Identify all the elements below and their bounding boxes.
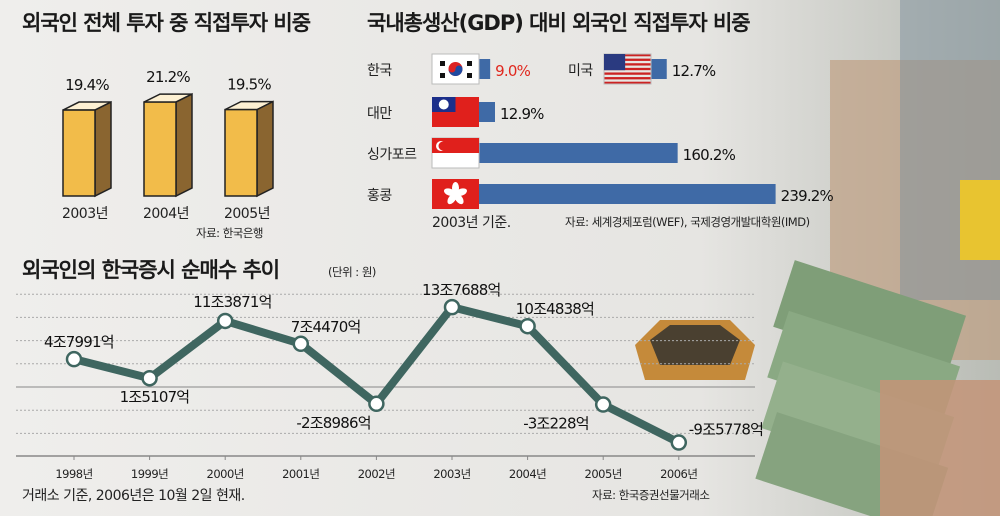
bar-front: [143, 101, 177, 197]
trigram: [467, 61, 472, 66]
stripe: [604, 72, 651, 75]
bar-2: [224, 100, 274, 198]
bar-value-label: 9.0%: [495, 62, 530, 80]
data-label: 11조3871억: [193, 293, 271, 311]
data-point: [292, 335, 310, 353]
stripe: [604, 77, 651, 80]
x-tick-label: 2000년: [207, 467, 244, 481]
moon-cut: [438, 141, 448, 151]
canton: [604, 54, 626, 71]
x-tick-label: 2003년: [62, 206, 108, 222]
data-point: [368, 395, 385, 413]
trigram: [440, 73, 445, 78]
korea-flag-icon: [431, 53, 480, 85]
stripe: [604, 54, 651, 57]
data-label: 13조7688억: [422, 281, 500, 299]
stripe: [604, 81, 651, 84]
chart1-title: 외국인 전체 투자 중 직접투자 비중: [22, 11, 311, 35]
sun: [438, 99, 449, 110]
gdp-bar: [479, 184, 776, 204]
chart3-note: 거래소 기준, 2006년은 10월 2일 현재.: [22, 488, 245, 504]
chart2-note: 2003년 기준.: [432, 215, 511, 231]
x-tick-label: 2004년: [509, 467, 546, 481]
bar-value-label: 12.9%: [500, 105, 544, 123]
bar-side: [256, 100, 274, 198]
bar-front: [224, 108, 258, 197]
stripe: [604, 58, 651, 61]
flag-bg: [431, 53, 480, 85]
country-label: 미국: [568, 63, 593, 79]
petal: [447, 193, 457, 205]
country-label: 홍콩: [367, 188, 392, 204]
taegeuk-blue: [448, 65, 463, 76]
chart1-source: 자료: 한국은행: [196, 226, 263, 240]
chart3-source: 자료: 한국증권선물거래소: [592, 488, 709, 502]
bar-value-label: 19.4%: [65, 76, 109, 94]
x-tick-label: 2001년: [282, 467, 319, 481]
data-label: 1조5107억: [120, 388, 190, 406]
gdp-bar: [479, 59, 491, 79]
hongkong-flag-icon: [432, 179, 479, 209]
country-label: 한국: [367, 63, 392, 79]
chart2-source: 자료: 세계경제포럼(WEF), 국제경영개발대학원(IMD): [565, 215, 810, 229]
data-point: [443, 298, 461, 316]
data-point: [141, 369, 158, 387]
data-label: -9조5778억: [689, 421, 763, 439]
data-label: -3조228억: [523, 415, 589, 433]
stripe: [604, 63, 651, 66]
gdp-bar: [651, 59, 667, 79]
gdp-bar: [479, 143, 678, 163]
data-label: 10조4838억: [516, 300, 594, 318]
bar-value-label: 12.7%: [672, 62, 716, 80]
x-tick-label: 2004년: [143, 206, 189, 222]
x-tick-label: 2005년: [585, 467, 622, 481]
x-tick-label: 2005년: [224, 206, 270, 222]
usa-flag-icon: [603, 53, 652, 85]
bar-side: [94, 100, 112, 198]
bar-1: [143, 92, 193, 198]
data-point: [594, 396, 612, 413]
x-tick-label: 2003년: [433, 467, 470, 481]
gdp-bar: [479, 102, 495, 122]
x-tick-label: 1998년: [55, 467, 92, 481]
x-tick-label: 2006년: [660, 467, 697, 481]
bar-value-label: 21.2%: [146, 68, 190, 86]
chart3-unit: (단위 : 원): [328, 265, 376, 279]
chart3-title: 외국인의 한국증시 순매수 추이: [22, 258, 279, 282]
trigram: [467, 73, 472, 78]
trigram: [440, 61, 445, 66]
x-tick-label: 1999년: [131, 467, 168, 481]
bar-front: [62, 109, 96, 197]
stripe: [604, 67, 651, 71]
bar-value-label: 239.2%: [781, 187, 834, 205]
bar-value-label: 160.2%: [683, 146, 736, 164]
petal: [454, 193, 464, 205]
data-label: -2조8986억: [296, 414, 370, 432]
taiwan-flag-icon: [432, 97, 479, 127]
data-label: 4조7991억: [44, 333, 114, 351]
chart2-title: 국내총생산(GDP) 대비 외국인 직접투자 비중: [367, 11, 750, 35]
money-photo: [635, 0, 1000, 516]
data-point: [670, 434, 688, 451]
singapore-flag-icon: [431, 137, 480, 169]
country-label: 대만: [367, 106, 392, 122]
petal: [443, 188, 456, 196]
data-label: 7조4470억: [291, 318, 361, 336]
data-point: [519, 317, 536, 335]
bar-0: [62, 100, 112, 198]
country-label: 싱가포르: [367, 147, 417, 163]
data-point: [216, 312, 234, 330]
data-point: [65, 350, 83, 368]
x-tick-label: 2002년: [358, 467, 395, 481]
bar-side: [175, 92, 193, 198]
bar-value-label: 19.5%: [227, 76, 271, 94]
